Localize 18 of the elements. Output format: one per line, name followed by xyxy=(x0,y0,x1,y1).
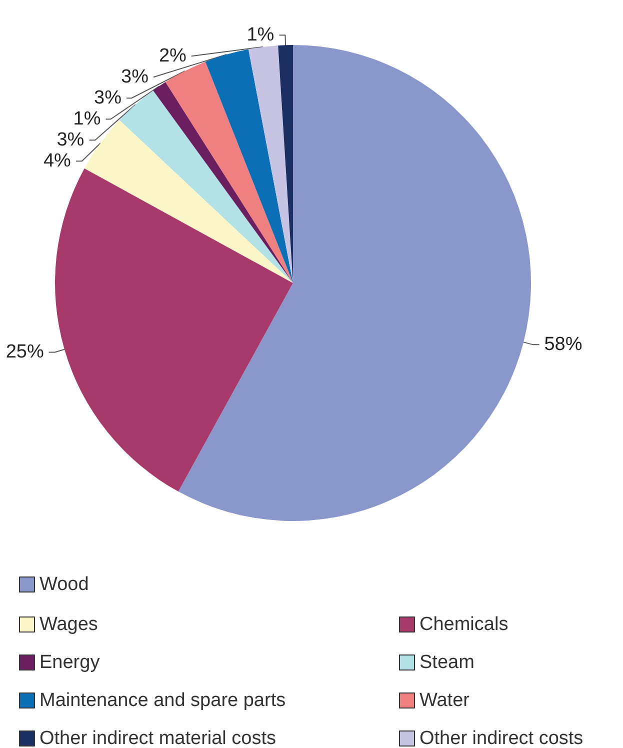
data-label: 1% xyxy=(73,108,101,130)
legend-label: Wages xyxy=(40,614,98,635)
data-label: 4% xyxy=(43,150,72,172)
data-label: 2% xyxy=(158,46,187,67)
legend-label: Energy xyxy=(40,652,100,673)
legend-label: Maintenance and spare parts xyxy=(40,690,286,711)
data-label: 58% xyxy=(544,334,582,356)
data-label: 1% xyxy=(246,24,274,46)
data-label: 3% xyxy=(121,66,149,88)
legend-label: Wood xyxy=(40,574,89,595)
legend-label: Other indirect costs xyxy=(420,728,584,748)
legend-label: Chemicals xyxy=(420,614,508,635)
legend-label: Steam xyxy=(420,652,474,673)
legend-label: Other indirect material costs xyxy=(40,728,276,748)
data-label: 25% xyxy=(6,342,44,363)
data-label: 3% xyxy=(94,88,122,109)
legend-label: Water xyxy=(420,690,470,711)
data-label: 3% xyxy=(56,130,84,151)
